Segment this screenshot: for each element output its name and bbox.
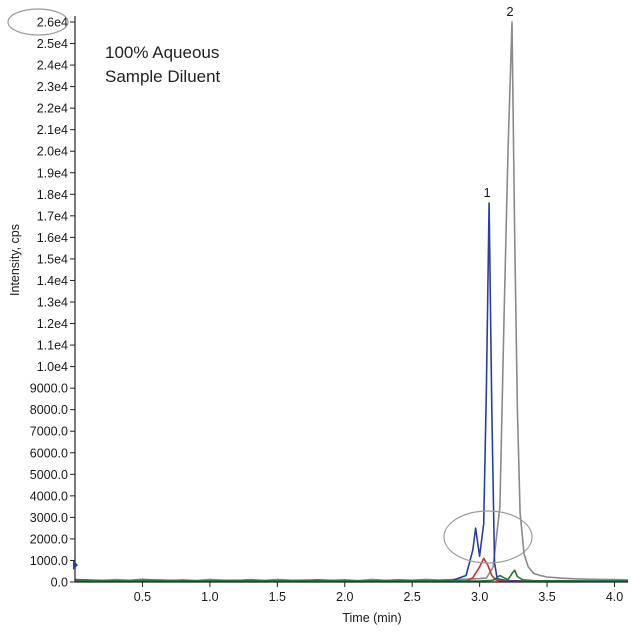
annotation-line-2: Sample Diluent bbox=[105, 67, 221, 86]
x-tick-label: 1.5 bbox=[269, 590, 286, 604]
highlight-ellipse-peaks bbox=[443, 510, 533, 564]
x-tick-label: 4.0 bbox=[606, 590, 623, 604]
series-line-4 bbox=[74, 569, 629, 582]
series-line-2 bbox=[74, 202, 629, 583]
x-tick-label: 0.5 bbox=[134, 590, 151, 604]
y-tick-label: 2.5e4 bbox=[37, 37, 68, 51]
y-tick-label: 7000.0 bbox=[30, 425, 68, 439]
y-tick-label: 1.1e4 bbox=[37, 339, 68, 353]
y-tick-label: 3000.0 bbox=[30, 511, 68, 525]
x-tick-label: 3.0 bbox=[471, 590, 488, 604]
peak-label-1: 1 bbox=[483, 185, 490, 200]
x-tick-label: 2.0 bbox=[336, 590, 353, 604]
annotation-line-1: 100% Aqueous bbox=[105, 43, 219, 62]
y-tick-label: 4000.0 bbox=[30, 489, 68, 503]
y-tick-label: 8000.0 bbox=[30, 403, 68, 417]
x-axis-title: Time (min) bbox=[342, 611, 401, 625]
y-tick-label: 2.2e4 bbox=[37, 102, 68, 116]
y-tick-label: 1.8e4 bbox=[37, 188, 68, 202]
y-tick-label: 9000.0 bbox=[30, 382, 68, 396]
y-tick-label: 5000.0 bbox=[30, 468, 68, 482]
y-axis-marker-icon bbox=[73, 560, 78, 570]
y-tick-label: 1.6e4 bbox=[37, 231, 68, 245]
y-tick-label: 6000.0 bbox=[30, 446, 68, 460]
series-line-1 bbox=[74, 21, 629, 582]
y-tick-label: 2000.0 bbox=[30, 532, 68, 546]
y-tick-label: 1.5e4 bbox=[37, 252, 68, 266]
y-tick-label: 1.4e4 bbox=[37, 274, 68, 288]
series-group bbox=[74, 21, 629, 583]
x-tick-label: 2.5 bbox=[403, 590, 420, 604]
x-tick-label: 3.5 bbox=[538, 590, 555, 604]
y-tick-label: 2.4e4 bbox=[37, 59, 68, 73]
series-line-3 bbox=[74, 557, 628, 583]
y-tick-label: 1.2e4 bbox=[37, 317, 68, 331]
y-tick-label: 2.3e4 bbox=[37, 80, 68, 94]
y-tick-label: 1.9e4 bbox=[37, 166, 68, 180]
y-tick-label: 2.0e4 bbox=[37, 145, 68, 159]
highlight-ellipse-y-max bbox=[7, 8, 69, 36]
y-tick-label: 1.7e4 bbox=[37, 209, 68, 223]
y-tick-label: 2.1e4 bbox=[37, 123, 68, 137]
x-tick-label: 1.0 bbox=[201, 590, 218, 604]
x-axis: 0.5 1.0 1.5 2.0 2.5 3.0 3.5 4.0 bbox=[75, 581, 628, 604]
peak-label-2: 2 bbox=[506, 4, 513, 19]
y-axis: 0.0 1000.0 2000.0 3000.0 4000.0 5000.0 6000.0 7… bbox=[30, 16, 76, 590]
y-tick-label: 2.6e4 bbox=[37, 16, 68, 30]
y-tick-label: 1.3e4 bbox=[37, 296, 68, 310]
y-tick-label: 1.0e4 bbox=[37, 360, 68, 374]
y-axis-title: Intensity, cps bbox=[8, 224, 22, 296]
y-tick-label: 1000.0 bbox=[30, 554, 68, 568]
y-tick-label: 0.0 bbox=[51, 576, 68, 590]
peak-labels: 12 bbox=[483, 4, 513, 200]
